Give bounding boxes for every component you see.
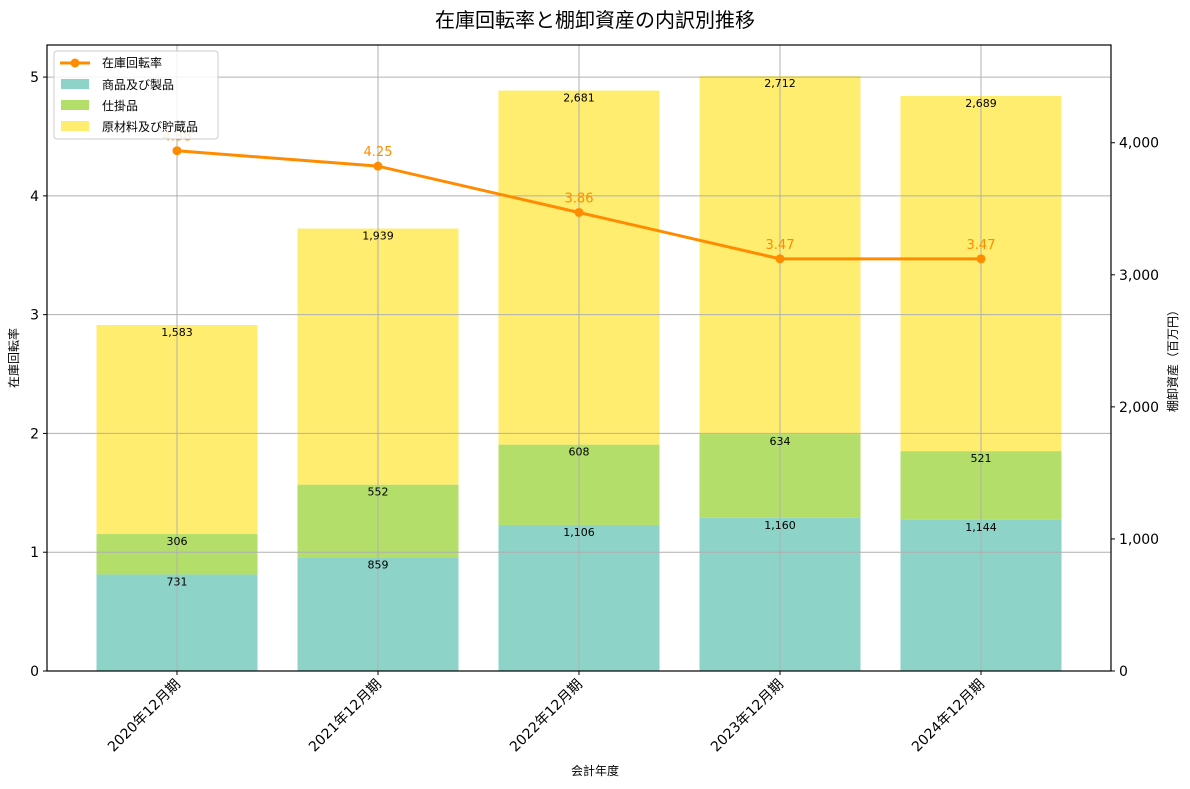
left-tick-label: 5 (30, 70, 39, 86)
right-y-axis-label: 棚卸資産（百万円） (1165, 304, 1180, 412)
left-tick-label: 0 (30, 664, 39, 680)
legend-item-materials: 原材料及び貯蔵品 (102, 120, 198, 134)
left-tick-label: 3 (30, 308, 39, 324)
x-axis-label: 会計年度 (571, 763, 619, 778)
legend-item-products: 商品及び製品 (102, 77, 174, 92)
turnover-point (574, 207, 584, 217)
right-tick-label: 2,000 (1119, 400, 1159, 416)
bar-value-label: 859 (368, 559, 389, 572)
gridlines (47, 45, 1111, 671)
chart-title: 在庫回転率と棚卸資産の内訳別推移 (435, 8, 755, 32)
bar-value-label: 1,160 (764, 519, 796, 532)
x-axis: 2020年12月期 2021年12月期 2022年12月期 2023年12月期 2024… (105, 671, 988, 755)
legend-swatch-wip (61, 100, 89, 110)
x-tick-label: 2024年12月期 (909, 677, 988, 756)
turnover-point (775, 254, 785, 264)
right-tick-label: 3,000 (1119, 268, 1159, 284)
legend-item-turnover: 在庫回転率 (102, 55, 162, 70)
left-tick-label: 4 (30, 189, 39, 205)
right-tick-label: 4,000 (1119, 136, 1159, 152)
turnover-value-label: 3.47 (766, 238, 795, 253)
turnover-value-label: 4.25 (364, 145, 393, 160)
bar-value-label: 731 (167, 575, 188, 588)
bar-value-label: 552 (368, 486, 389, 499)
bar-value-label: 306 (167, 535, 188, 548)
right-tick-label: 1,000 (1119, 532, 1159, 548)
turnover-value-label: 3.86 (565, 191, 594, 206)
bar-value-label: 521 (971, 452, 992, 465)
legend-swatch-materials (61, 121, 89, 131)
bar-value-label: 1,144 (965, 521, 997, 534)
right-tick-label: 0 (1119, 664, 1128, 680)
turnover-point (373, 161, 383, 171)
turnover-value-label: 3.47 (967, 238, 996, 253)
legend-item-wip: 仕掛品 (102, 98, 138, 113)
left-y-axis-label: 在庫回転率 (6, 328, 21, 388)
bar-value-label: 2,681 (563, 92, 595, 105)
x-tick-label: 2020年12月期 (105, 677, 184, 756)
left-tick-label: 2 (30, 426, 39, 442)
legend-box (53, 50, 219, 140)
bar-value-label: 608 (569, 446, 590, 459)
x-tick-label: 2021年12月期 (306, 677, 385, 756)
bar-value-label: 2,712 (764, 77, 796, 90)
legend-swatch-products (61, 79, 89, 89)
bar-value-labels: 731 306 1,583 859 552 1,939 1,106 608 2,681 1,160… (161, 77, 997, 589)
bar-value-label: 1,583 (161, 326, 193, 339)
bar-value-label: 1,939 (362, 230, 394, 243)
legend: 在庫回転率 商品及び製品 仕掛品 原材料及び貯蔵品 (53, 50, 219, 140)
turnover-point (172, 146, 182, 156)
bar-value-label: 634 (770, 435, 791, 448)
right-y-axis: 0 1,000 2,000 3,000 4,000 (1111, 136, 1159, 680)
left-tick-label: 1 (30, 545, 39, 561)
x-tick-label: 2022年12月期 (507, 677, 586, 756)
legend-marker-icon (70, 58, 80, 68)
left-y-axis: 0 1 2 3 4 5 (30, 70, 47, 680)
turnover-point (976, 254, 986, 264)
bar-value-label: 1,106 (563, 526, 595, 539)
bar-value-label: 2,689 (965, 97, 997, 110)
x-tick-label: 2023年12月期 (708, 677, 787, 756)
